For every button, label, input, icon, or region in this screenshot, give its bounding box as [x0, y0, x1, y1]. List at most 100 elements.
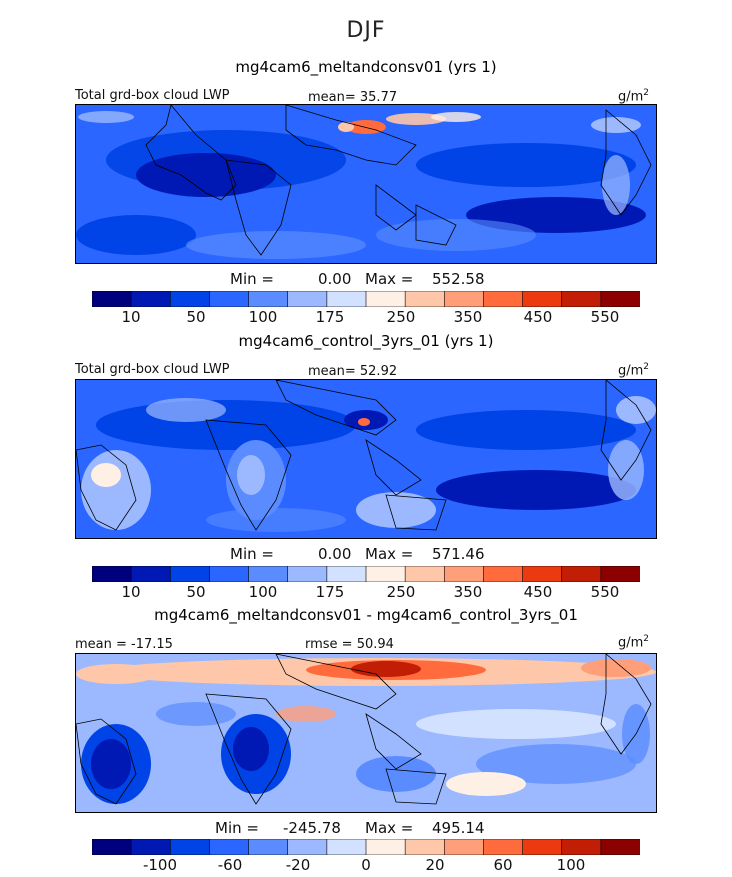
colorbar-segment — [483, 839, 523, 855]
colorbar-segment — [366, 291, 406, 307]
colorbar-segment — [92, 839, 132, 855]
colorbar-segment — [366, 839, 406, 855]
panel-1-max-label: Max = — [365, 270, 413, 288]
colorbar-segment — [562, 291, 602, 307]
panel-1-min-value: 0.00 — [318, 270, 351, 288]
colorbar-segment — [131, 291, 171, 307]
panel-1-units: g/m2 — [618, 88, 649, 104]
panel-1-max-value: 552.58 — [432, 270, 485, 288]
panel-3-colorbar-svg — [92, 839, 640, 855]
panel-2-min-label: Min = — [230, 545, 274, 563]
colorbar-segment — [131, 566, 171, 582]
panel-3-tick: 20 — [425, 856, 444, 874]
colorbar-segment — [131, 839, 171, 855]
colorbar-segment — [209, 291, 249, 307]
panel-1-colorbar-svg — [92, 291, 640, 307]
panel-2-mean: mean= 52.92 — [308, 364, 397, 379]
colorbar-segment — [562, 566, 602, 582]
panel-1-tick: 100 — [249, 308, 278, 326]
panel-2-tick: 10 — [121, 583, 140, 601]
panel-3-map-svg — [76, 654, 656, 812]
panel-3-tick: 100 — [557, 856, 586, 874]
colorbar-segment — [523, 291, 563, 307]
panel-2-colorbar — [92, 566, 640, 582]
colorbar-segment — [249, 839, 289, 855]
colorbar-segment — [327, 566, 367, 582]
panel-2-tick: 550 — [591, 583, 620, 601]
colorbar-segment — [444, 291, 484, 307]
colorbar-segment — [288, 291, 328, 307]
panel-3-rmse: rmse = 50.94 — [305, 637, 394, 652]
colorbar-segment — [170, 291, 210, 307]
colorbar-segment — [523, 566, 563, 582]
panel-3-tick: -20 — [286, 856, 311, 874]
panel-2-ticks: 10 50 100 175 250 350 450 550 — [0, 583, 732, 603]
colorbar-segment — [444, 566, 484, 582]
panel-2-max-value: 571.46 — [432, 545, 485, 563]
colorbar-segment — [601, 291, 640, 307]
colorbar-segment — [170, 839, 210, 855]
panel-1-tick: 250 — [387, 308, 416, 326]
panel-1-tick: 175 — [316, 308, 345, 326]
colorbar-segment — [327, 839, 367, 855]
panel-2-units: g/m2 — [618, 362, 649, 378]
panel-3-ticks: -100 -60 -20 0 20 60 100 — [0, 856, 732, 876]
panel-2-tick: 175 — [316, 583, 345, 601]
colorbar-segment — [170, 566, 210, 582]
panel-3-max-value: 495.14 — [432, 819, 485, 837]
colorbar-segment — [405, 839, 445, 855]
panel-1-map-svg — [76, 105, 656, 263]
panel-1-tick: 450 — [524, 308, 553, 326]
colorbar-segment — [92, 291, 132, 307]
panel-1-tick: 50 — [186, 308, 205, 326]
panel-1-ticks: 10 50 100 175 250 350 450 550 — [0, 308, 732, 328]
panel-2-tick: 350 — [454, 583, 483, 601]
panel-2-field-label: Total grd-box cloud LWP — [75, 362, 230, 377]
panel-2-tick: 50 — [186, 583, 205, 601]
panel-3-min-value: -245.78 — [283, 819, 341, 837]
panel-3-max-label: Max = — [365, 819, 413, 837]
panel-1-tick: 550 — [591, 308, 620, 326]
panel-1-tick: 350 — [454, 308, 483, 326]
panel-1-mean: mean= 35.77 — [308, 90, 397, 105]
panel-3-tick: 60 — [493, 856, 512, 874]
colorbar-segment — [483, 291, 523, 307]
colorbar-segment — [209, 566, 249, 582]
colorbar-segment — [444, 839, 484, 855]
colorbar-segment — [249, 566, 289, 582]
panel-1-map — [75, 104, 657, 264]
panel-2-title: mg4cam6_control_3yrs_01 (yrs 1) — [0, 332, 732, 350]
panel-2-min-value: 0.00 — [318, 545, 351, 563]
panel-3-tick: 0 — [361, 856, 371, 874]
panel-2-tick: 250 — [387, 583, 416, 601]
colorbar-segment — [288, 566, 328, 582]
panel-1-colorbar — [92, 291, 640, 307]
panel-1-title: mg4cam6_meltandconsv01 (yrs 1) — [0, 58, 732, 76]
colorbar-segment — [327, 291, 367, 307]
colorbar-segment — [366, 566, 406, 582]
colorbar-segment — [601, 839, 640, 855]
panel-2-max-label: Max = — [365, 545, 413, 563]
panel-1-tick: 10 — [121, 308, 140, 326]
panel-3-colorbar — [92, 839, 640, 855]
panel-1-min-label: Min = — [230, 270, 274, 288]
panel-2-tick: 450 — [524, 583, 553, 601]
colorbar-segment — [601, 566, 640, 582]
colorbar-segment — [92, 566, 132, 582]
panel-3-tick: -60 — [218, 856, 243, 874]
panel-1-field-label: Total grd-box cloud LWP — [75, 88, 230, 103]
colorbar-segment — [483, 566, 523, 582]
season-title: DJF — [0, 18, 732, 43]
panel-2-colorbar-svg — [92, 566, 640, 582]
panel-3-min-label: Min = — [215, 819, 259, 837]
colorbar-segment — [523, 839, 563, 855]
colorbar-segment — [288, 839, 328, 855]
colorbar-segment — [562, 839, 602, 855]
panel-3-title: mg4cam6_meltandconsv01 - mg4cam6_control… — [0, 606, 732, 624]
colorbar-segment — [405, 291, 445, 307]
colorbar-segment — [249, 291, 289, 307]
colorbar-segment — [209, 839, 249, 855]
panel-2-map — [75, 379, 657, 539]
panel-2-map-svg — [76, 380, 656, 538]
panel-3-mean: mean = -17.15 — [75, 637, 173, 652]
